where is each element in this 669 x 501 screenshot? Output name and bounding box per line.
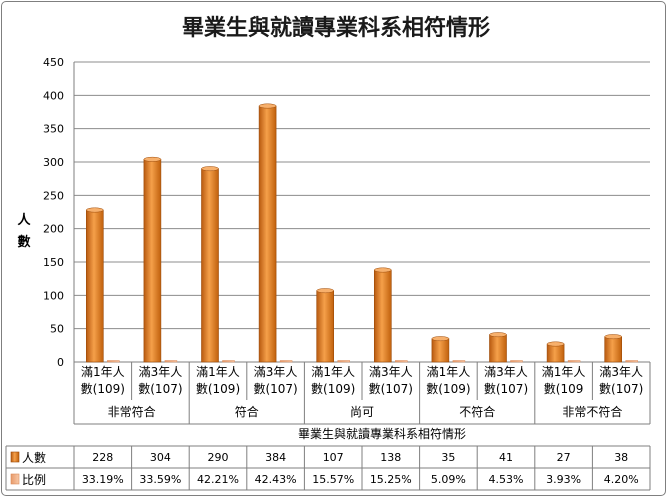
bar-ratio (222, 360, 235, 363)
table-cell: 38 (614, 451, 628, 464)
table-cell: 33.59% (139, 473, 181, 486)
bar-count-cap (316, 288, 334, 294)
x-tick-label: 數(107) (484, 382, 528, 396)
table-cell: 228 (92, 451, 113, 464)
bar-ratio (625, 360, 638, 363)
bar-count (604, 336, 623, 363)
x-group-label: 不符合 (459, 404, 495, 419)
x-tick-label: 滿1年人 (542, 365, 586, 379)
bar-ratio (395, 360, 408, 363)
y-tick-label: 300 (43, 156, 64, 169)
bar-ratio (107, 360, 120, 363)
bar-count-cap (258, 103, 277, 109)
table-cell: 304 (150, 451, 171, 464)
y-tick-label: 200 (43, 223, 64, 236)
legend-swatch (10, 473, 20, 485)
bar-ratio (337, 360, 350, 363)
x-tick-label: 數(109) (311, 382, 355, 396)
y-axis-title: 數 (17, 234, 30, 250)
table-cell: 41 (499, 451, 513, 464)
bar-count-cap (201, 166, 219, 172)
table-cell: 5.09% (431, 473, 466, 486)
bar-count-cap (143, 156, 162, 162)
table-cell: 42.43% (255, 473, 297, 486)
bar-count (201, 168, 219, 363)
table-cell: 15.25% (370, 473, 412, 486)
x-tick-label: 數(107) (369, 382, 413, 396)
bar-ratio (452, 360, 466, 363)
bar-ratio (567, 360, 581, 363)
x-tick-label: 數(107) (138, 382, 182, 396)
y-tick-label: 400 (43, 89, 64, 102)
table-cell: 3.93% (546, 473, 581, 486)
x-tick-label: 數(109) (81, 382, 125, 396)
x-group-label: 非常符合 (108, 404, 156, 419)
x-tick-label: 滿3年人 (369, 365, 413, 379)
bar-count (316, 290, 335, 363)
x-group-label: 非常不符合 (562, 404, 622, 419)
x-tick-label: 滿1年人 (311, 365, 355, 379)
bar-count (489, 334, 507, 363)
table-cell: 27 (557, 451, 571, 464)
chart-title: 畢業生與就讀專業科系相符情形 (182, 15, 490, 41)
table-cell: 290 (208, 451, 229, 464)
y-axis-title: 人 (17, 212, 31, 228)
x-group-label: 尚可 (350, 405, 374, 419)
x-tick-label: 數(109) (196, 382, 240, 396)
x-tick-label: 滿1年人 (81, 365, 125, 379)
legend-label: 比例 (22, 473, 46, 487)
bar-count (546, 343, 565, 363)
bar-count (258, 105, 277, 363)
x-group-label: 符合 (235, 404, 259, 419)
y-tick-label: 350 (43, 123, 64, 136)
table-cell: 4.20% (604, 473, 639, 486)
x-tick-label: 滿1年人 (427, 365, 471, 379)
bar-count (431, 338, 450, 363)
legend-swatch (10, 451, 20, 463)
bar-count (373, 269, 392, 363)
table-cell: 42.21% (197, 473, 239, 486)
y-tick-label: 150 (43, 256, 64, 269)
bar-count-cap (431, 336, 450, 342)
bar-count-cap (374, 267, 392, 273)
bar-ratio (510, 360, 523, 363)
x-tick-label: 滿3年人 (139, 365, 183, 379)
table-cell: 4.53% (489, 473, 524, 486)
x-tick-label: 滿3年人 (254, 365, 298, 379)
table-cell: 107 (323, 451, 344, 464)
x-axis-title: 畢業生與就讀專業科系相符情形 (298, 426, 466, 441)
table-cell: 33.19% (82, 473, 124, 486)
bar-count (86, 209, 104, 363)
table-cell: 35 (441, 451, 455, 464)
y-tick-label: 100 (43, 289, 64, 302)
x-tick-label: 數(109 (544, 382, 584, 396)
table-cell: 15.57% (312, 473, 354, 486)
legend-label: 人數 (22, 451, 46, 465)
x-tick-label: 數(107) (599, 382, 643, 396)
bar-ratio (164, 360, 178, 363)
y-tick-label: 450 (43, 56, 64, 69)
y-tick-label: 0 (57, 356, 64, 369)
bar-count (143, 159, 162, 363)
x-tick-label: 滿1年人 (196, 365, 240, 379)
bar-count-cap (604, 334, 622, 340)
bar-count-cap (489, 332, 507, 338)
table-cell: 384 (265, 451, 286, 464)
x-tick-label: 滿3年人 (599, 365, 643, 379)
x-tick-label: 滿3年人 (484, 365, 528, 379)
table-cell: 138 (380, 451, 401, 464)
x-tick-label: 數(107) (253, 382, 297, 396)
bar-ratio (279, 360, 293, 363)
bar-count-cap (546, 341, 565, 347)
x-tick-label: 數(109) (426, 382, 470, 396)
y-tick-label: 50 (50, 323, 64, 336)
y-tick-label: 250 (43, 189, 64, 202)
bar-count-cap (86, 207, 104, 213)
